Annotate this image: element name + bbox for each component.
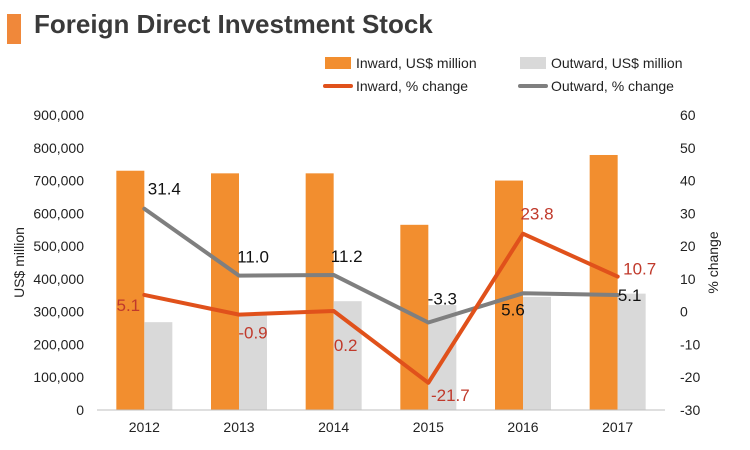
x-tick-2014: 2014 bbox=[318, 419, 349, 435]
y-right-tick: 30 bbox=[680, 205, 696, 221]
y-right-tick: -30 bbox=[680, 402, 700, 418]
x-tick-2016: 2016 bbox=[507, 419, 538, 435]
inward-change-label-2012: 5.1 bbox=[117, 296, 141, 315]
inward-bar-2017 bbox=[589, 154, 618, 410]
y-left-tick: 500,000 bbox=[33, 238, 84, 254]
title-accent-bar bbox=[7, 14, 21, 44]
inward-change-line bbox=[142, 231, 620, 385]
y-left-tick: 100,000 bbox=[33, 369, 84, 385]
legend-outward-line-label: Outward, % change bbox=[551, 78, 674, 94]
y-left-tick: 800,000 bbox=[33, 140, 84, 156]
inward-change-label-2015: -21.7 bbox=[431, 386, 470, 405]
y-right-tick: 50 bbox=[680, 140, 696, 156]
x-tick-2013: 2013 bbox=[223, 419, 254, 435]
outward-bar-2016 bbox=[523, 296, 551, 410]
outward-change-label-2014: 11.2 bbox=[331, 247, 363, 266]
outward-bar-2014 bbox=[333, 301, 362, 410]
legend-outward-bar-label: Outward, US$ million bbox=[551, 55, 683, 71]
y-right-tick: 40 bbox=[680, 173, 696, 189]
outward-bar-2012 bbox=[144, 322, 173, 410]
inward-bar-2013 bbox=[211, 173, 239, 410]
outward-bar-2013 bbox=[239, 314, 267, 410]
y-left-tick: 600,000 bbox=[33, 205, 84, 221]
y-right-tick: 0 bbox=[680, 304, 688, 320]
y-right-tick: -10 bbox=[680, 336, 700, 352]
outward-change-label-2013: 11.0 bbox=[237, 248, 269, 267]
x-tick-2012: 2012 bbox=[129, 419, 160, 435]
outward-bar-2017 bbox=[617, 293, 646, 410]
y-right-tick: -20 bbox=[680, 369, 700, 385]
y-left-tick: 700,000 bbox=[33, 173, 84, 189]
y-right-tick: 10 bbox=[680, 271, 696, 287]
outward-change-label-2017: 5.1 bbox=[618, 286, 642, 305]
outward-change-label-2015: -3.3 bbox=[428, 289, 457, 308]
inward-bar-2014 bbox=[305, 173, 334, 410]
inward-change-label-2016: 23.8 bbox=[520, 205, 553, 224]
x-tick-2017: 2017 bbox=[602, 419, 633, 435]
y-right-tick: 60 bbox=[680, 107, 696, 123]
outward-change-label-2012: 31.4 bbox=[148, 180, 181, 199]
y-left-tick: 900,000 bbox=[33, 107, 84, 123]
y-left-tick: 200,000 bbox=[33, 336, 84, 352]
inward-change-label-2013: -0.9 bbox=[238, 324, 267, 343]
outward-change-line bbox=[142, 206, 620, 325]
legend-inward-bar-label: Inward, US$ million bbox=[356, 55, 477, 71]
y-right-axis-title: % change bbox=[705, 231, 721, 293]
y-left-tick: 400,000 bbox=[33, 271, 84, 287]
chart-title: Foreign Direct Investment Stock bbox=[34, 9, 433, 39]
y-left-axis-title: US$ million bbox=[11, 227, 27, 298]
y-left-tick: 0 bbox=[76, 402, 84, 418]
inward-change-label-2014: 0.2 bbox=[334, 336, 358, 355]
y-right-tick: 20 bbox=[680, 238, 696, 254]
legend-inward-line-label: Inward, % change bbox=[356, 78, 468, 94]
x-tick-2015: 2015 bbox=[413, 419, 444, 435]
y-left-tick: 300,000 bbox=[33, 304, 84, 320]
legend-outward-bar-swatch bbox=[520, 57, 546, 69]
inward-bar-2012 bbox=[116, 170, 145, 410]
outward-change-label-2016: 5.6 bbox=[501, 300, 525, 319]
legend-inward-bar-swatch bbox=[325, 57, 351, 69]
inward-change-label-2017: 10.7 bbox=[623, 260, 656, 279]
